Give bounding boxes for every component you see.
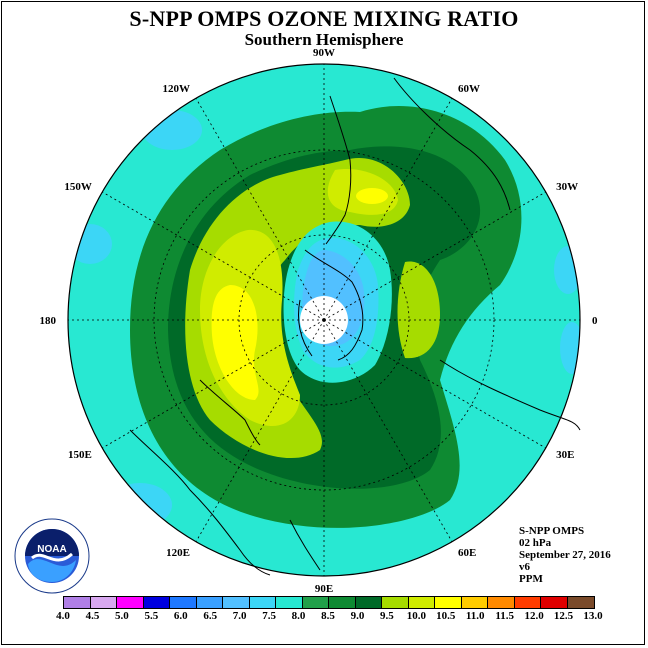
colorbar-swatch xyxy=(64,597,91,608)
colorbar-tick-label: 7.0 xyxy=(232,610,247,622)
colorbar-tick-label: 11.5 xyxy=(495,610,514,622)
colorbar xyxy=(63,596,595,609)
colorbar-swatch xyxy=(435,597,462,608)
colorbar-swatch xyxy=(514,597,541,608)
coastline-africa xyxy=(439,359,581,431)
colorbar-tick-label: 10.0 xyxy=(406,610,426,622)
longitude-label: 60W xyxy=(458,83,480,95)
info-date: September 27, 2016 xyxy=(519,549,611,561)
coastline-antarctica-west xyxy=(298,299,313,357)
longitude-label: 0 xyxy=(592,315,598,327)
field-patch xyxy=(142,110,202,150)
colorbar-swatch xyxy=(249,597,276,608)
longitude-label: 60E xyxy=(458,547,476,559)
longitude-label: 150W xyxy=(64,181,92,193)
field-level-10.5 xyxy=(356,188,388,204)
longitude-label: 120E xyxy=(166,547,190,559)
colorbar-swatch xyxy=(302,597,329,608)
noaa-logo-graphic xyxy=(14,518,90,594)
colorbar-swatch xyxy=(488,597,515,608)
colorbar-tick-label: 8.5 xyxy=(321,610,335,622)
colorbar-tick-label: 4.0 xyxy=(56,610,70,622)
colorbar-swatch xyxy=(329,597,356,608)
field-patch xyxy=(108,483,172,527)
longitude-label: 90E xyxy=(315,583,333,595)
longitude-labels: 90W 60W 30W 0 30E 60E 90E 120E 150E 180 150W 120W xyxy=(40,47,599,595)
longitude-label: 30W xyxy=(556,181,578,193)
coastline-indian xyxy=(289,519,321,571)
colorbar-tick-label: 4.5 xyxy=(85,610,100,622)
longitude-label: 180 xyxy=(40,315,57,327)
figure-subtitle: Southern Hemisphere xyxy=(244,30,404,49)
noaa-logo-text: NOAA xyxy=(37,544,67,555)
colorbar-ticks: 4.0 4.5 5.0 5.5 6.0 6.5 7.0 7.5 8.0 8.5 9.0 9.5 10.0… xyxy=(56,610,603,624)
info-level: 02 hPa xyxy=(519,537,552,549)
coastline-new-zealand xyxy=(199,379,261,446)
coastline-antarctica xyxy=(304,249,364,361)
colorbar-tick-label: 12.5 xyxy=(553,610,574,622)
colorbar-swatch xyxy=(170,597,197,608)
info-instrument: S-NPP OMPS xyxy=(519,525,585,537)
field-patch xyxy=(68,224,112,264)
noaa-logo: NOAA xyxy=(14,518,90,599)
coastline-south-america-east xyxy=(393,77,511,211)
colorbar-tick-label: 6.5 xyxy=(203,610,218,622)
longitude-label: 30E xyxy=(556,449,574,461)
colorbar-swatch xyxy=(541,597,568,608)
colorbar-swatch xyxy=(276,597,303,608)
colorbar-swatch xyxy=(223,597,250,608)
colorbar-tick-label: 7.5 xyxy=(262,610,276,622)
colorbar-tick-label: 5.5 xyxy=(144,610,159,622)
colorbar-tick-label: 12.0 xyxy=(524,610,544,622)
colorbar-swatch xyxy=(143,597,170,608)
info-block: S-NPP OMPS 02 hPa September 27, 2016 v6 … xyxy=(519,525,611,585)
info-units: PPM xyxy=(519,573,543,585)
info-version: v6 xyxy=(519,561,530,573)
colorbar-tick-label: 8.0 xyxy=(291,610,306,622)
colorbar-tick-label: 11.0 xyxy=(465,610,485,622)
colorbar-swatch xyxy=(196,597,223,608)
colorbar-swatch xyxy=(355,597,382,608)
colorbar-swatch xyxy=(382,597,409,608)
colorbar-swatch xyxy=(408,597,435,608)
colorbar-tick-label: 10.5 xyxy=(436,610,456,622)
longitude-label: 150E xyxy=(68,449,92,461)
colorbar-swatch xyxy=(117,597,144,608)
colorbar-tick-label: 9.0 xyxy=(350,610,365,622)
longitude-label: 90W xyxy=(313,47,335,59)
colorbar-tick-label: 6.0 xyxy=(173,610,188,622)
colorbar-swatch xyxy=(90,597,117,608)
colorbar-tick-label: 9.5 xyxy=(380,610,394,622)
colorbar-tick-label: 13.0 xyxy=(583,610,603,622)
colorbar-tick-label: 5.0 xyxy=(115,610,129,622)
figure-title: S-NPP OMPS OZONE MIXING RATIO xyxy=(129,6,519,31)
colorbar-swatch xyxy=(567,597,594,608)
colorbar-swatch xyxy=(461,597,488,608)
field-level-10.5 xyxy=(211,285,259,400)
coastlines xyxy=(129,77,581,576)
field-level-9.5 xyxy=(397,261,440,359)
longitude-label: 120W xyxy=(163,83,191,95)
coastline-australia xyxy=(129,429,271,576)
coastline-south-america xyxy=(325,95,352,245)
